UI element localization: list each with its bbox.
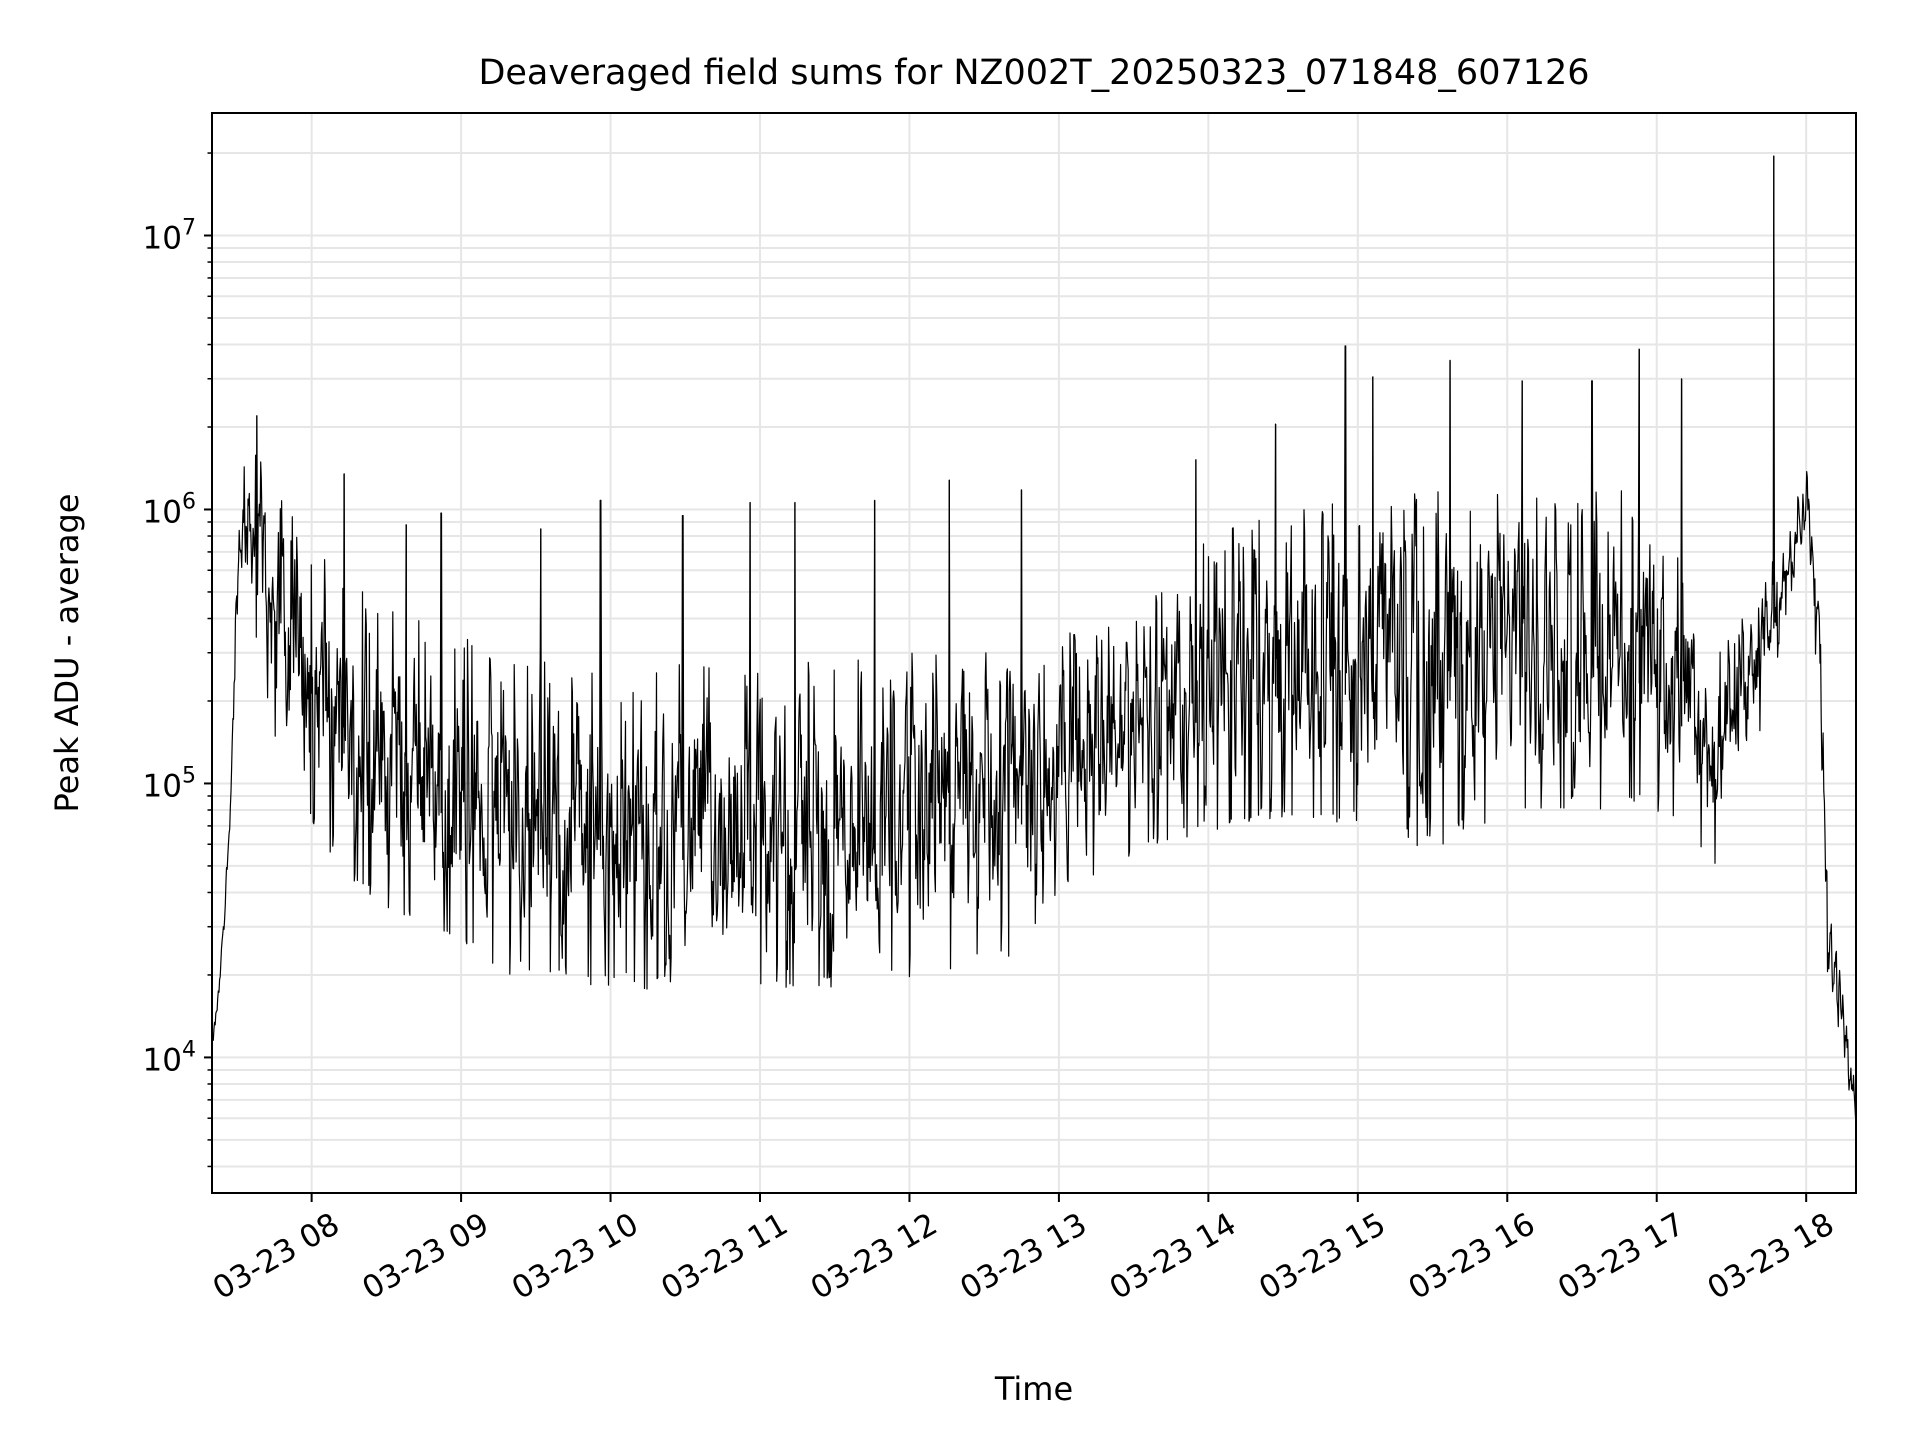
y-tick-label: 106 <box>143 489 196 530</box>
y-tick-label: 104 <box>143 1037 196 1078</box>
series-layer <box>211 155 1857 1124</box>
x-axis-label: Time <box>994 1370 1073 1408</box>
series-line <box>211 155 1857 1124</box>
grid-layer <box>212 113 1856 1193</box>
chart-title: Deaveraged field sums for NZ002T_2025032… <box>478 53 1589 93</box>
y-tick-label: 105 <box>143 763 196 804</box>
y-axis-label: Peak ADU - average <box>48 494 86 813</box>
y-tick-label: 107 <box>143 216 196 257</box>
